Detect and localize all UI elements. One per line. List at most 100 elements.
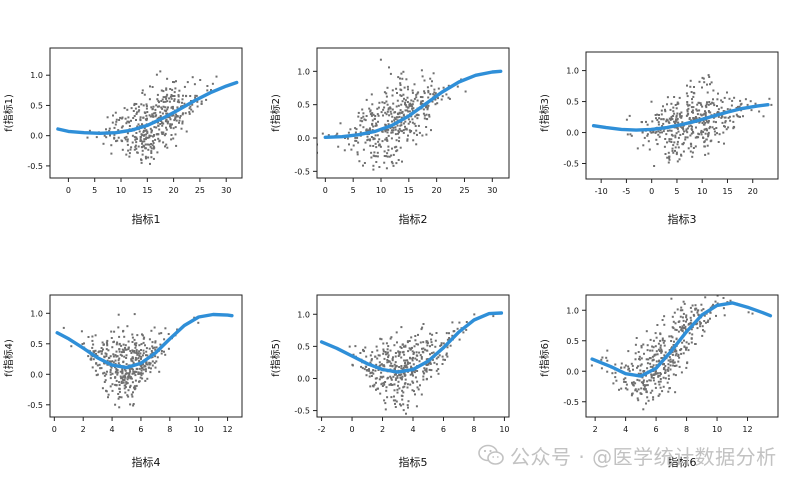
residual-point: [413, 122, 416, 125]
residual-point: [365, 98, 368, 101]
residual-point: [129, 386, 131, 389]
residual-point: [141, 92, 144, 94]
residual-point: [370, 358, 373, 361]
residual-point: [376, 113, 379, 116]
residual-point: [717, 141, 720, 143]
residual-point: [132, 403, 135, 405]
residual-point: [689, 79, 692, 82]
residual-point: [121, 372, 124, 375]
residual-points: [317, 58, 467, 171]
residual-point: [391, 147, 393, 150]
residual-point: [658, 350, 661, 352]
residual-point: [118, 357, 121, 360]
residual-point: [669, 118, 672, 121]
residual-point: [377, 354, 380, 357]
residual-point: [70, 345, 73, 348]
residual-point: [686, 95, 689, 98]
residual-point: [385, 92, 388, 95]
residual-point: [426, 108, 429, 111]
residual-point: [712, 120, 715, 123]
residual-point: [447, 84, 450, 87]
residual-point: [372, 138, 375, 141]
residual-point: [138, 109, 141, 112]
residual-point: [421, 134, 424, 137]
residual-point: [666, 96, 669, 99]
residual-point: [145, 114, 148, 117]
residual-point: [398, 136, 401, 139]
fitted-curve: [56, 80, 239, 135]
residual-point: [680, 371, 683, 374]
residual-point: [91, 346, 94, 349]
residual-point: [148, 136, 151, 139]
residual-point: [366, 369, 369, 372]
residual-point: [380, 383, 383, 386]
residual-point: [390, 396, 393, 399]
residual-point: [171, 123, 173, 126]
residual-point: [114, 376, 117, 379]
residual-point: [664, 377, 667, 380]
residual-point: [701, 86, 703, 89]
residual-point: [664, 138, 667, 140]
residual-point: [650, 100, 653, 103]
residual-point: [421, 102, 424, 105]
residual-point: [165, 88, 168, 91]
residual-point: [432, 93, 435, 96]
residual-point: [118, 381, 121, 384]
residual-point: [710, 139, 713, 142]
residual-point: [682, 150, 685, 153]
residual-point: [375, 124, 378, 127]
residual-point: [130, 107, 133, 110]
residual-point: [659, 386, 662, 389]
residual-point: [643, 385, 646, 388]
residual-point: [707, 133, 710, 136]
residual-point: [714, 133, 717, 136]
residual-point: [165, 128, 168, 131]
residual-point: [401, 389, 404, 392]
residual-point: [373, 383, 376, 386]
residual-point: [399, 109, 402, 112]
residual-point: [95, 136, 98, 139]
residual-point: [384, 402, 387, 405]
residual-point: [429, 353, 431, 356]
residual-point: [378, 378, 381, 381]
residual-point: [673, 120, 675, 123]
residual-point: [716, 112, 719, 115]
residual-point: [164, 100, 167, 103]
residual-point: [177, 99, 180, 102]
residual-point: [723, 142, 725, 145]
residual-point: [141, 149, 144, 152]
residual-point: [682, 133, 685, 135]
residual-point: [385, 155, 388, 158]
residual-point: [125, 363, 128, 366]
residual-point: [121, 116, 124, 119]
residual-point: [650, 376, 653, 379]
residual-point: [672, 115, 675, 117]
residual-point: [360, 117, 363, 120]
residual-point: [718, 133, 721, 136]
residual-point: [103, 374, 106, 377]
residual-point: [151, 364, 154, 367]
residual-point: [96, 373, 99, 376]
residual-point: [394, 378, 397, 381]
residual-point: [370, 375, 373, 377]
residual-point: [162, 101, 165, 103]
residual-point: [151, 341, 154, 344]
residual-point: [658, 383, 661, 386]
residual-point: [133, 350, 136, 352]
residual-point: [704, 321, 707, 324]
residual-point: [706, 120, 708, 123]
residual-point: [658, 114, 660, 116]
residual-point: [122, 343, 125, 346]
residual-point: [681, 341, 684, 344]
residual-point: [423, 92, 426, 95]
residual-point: [428, 115, 431, 118]
residual-point: [372, 125, 375, 128]
residual-point: [652, 346, 655, 349]
residual-point: [646, 134, 649, 137]
residual-point: [429, 361, 432, 364]
residual-point: [194, 96, 197, 99]
residual-point: [667, 359, 670, 362]
residual-point: [348, 345, 351, 348]
residual-point: [349, 128, 352, 131]
residual-point: [164, 106, 167, 109]
